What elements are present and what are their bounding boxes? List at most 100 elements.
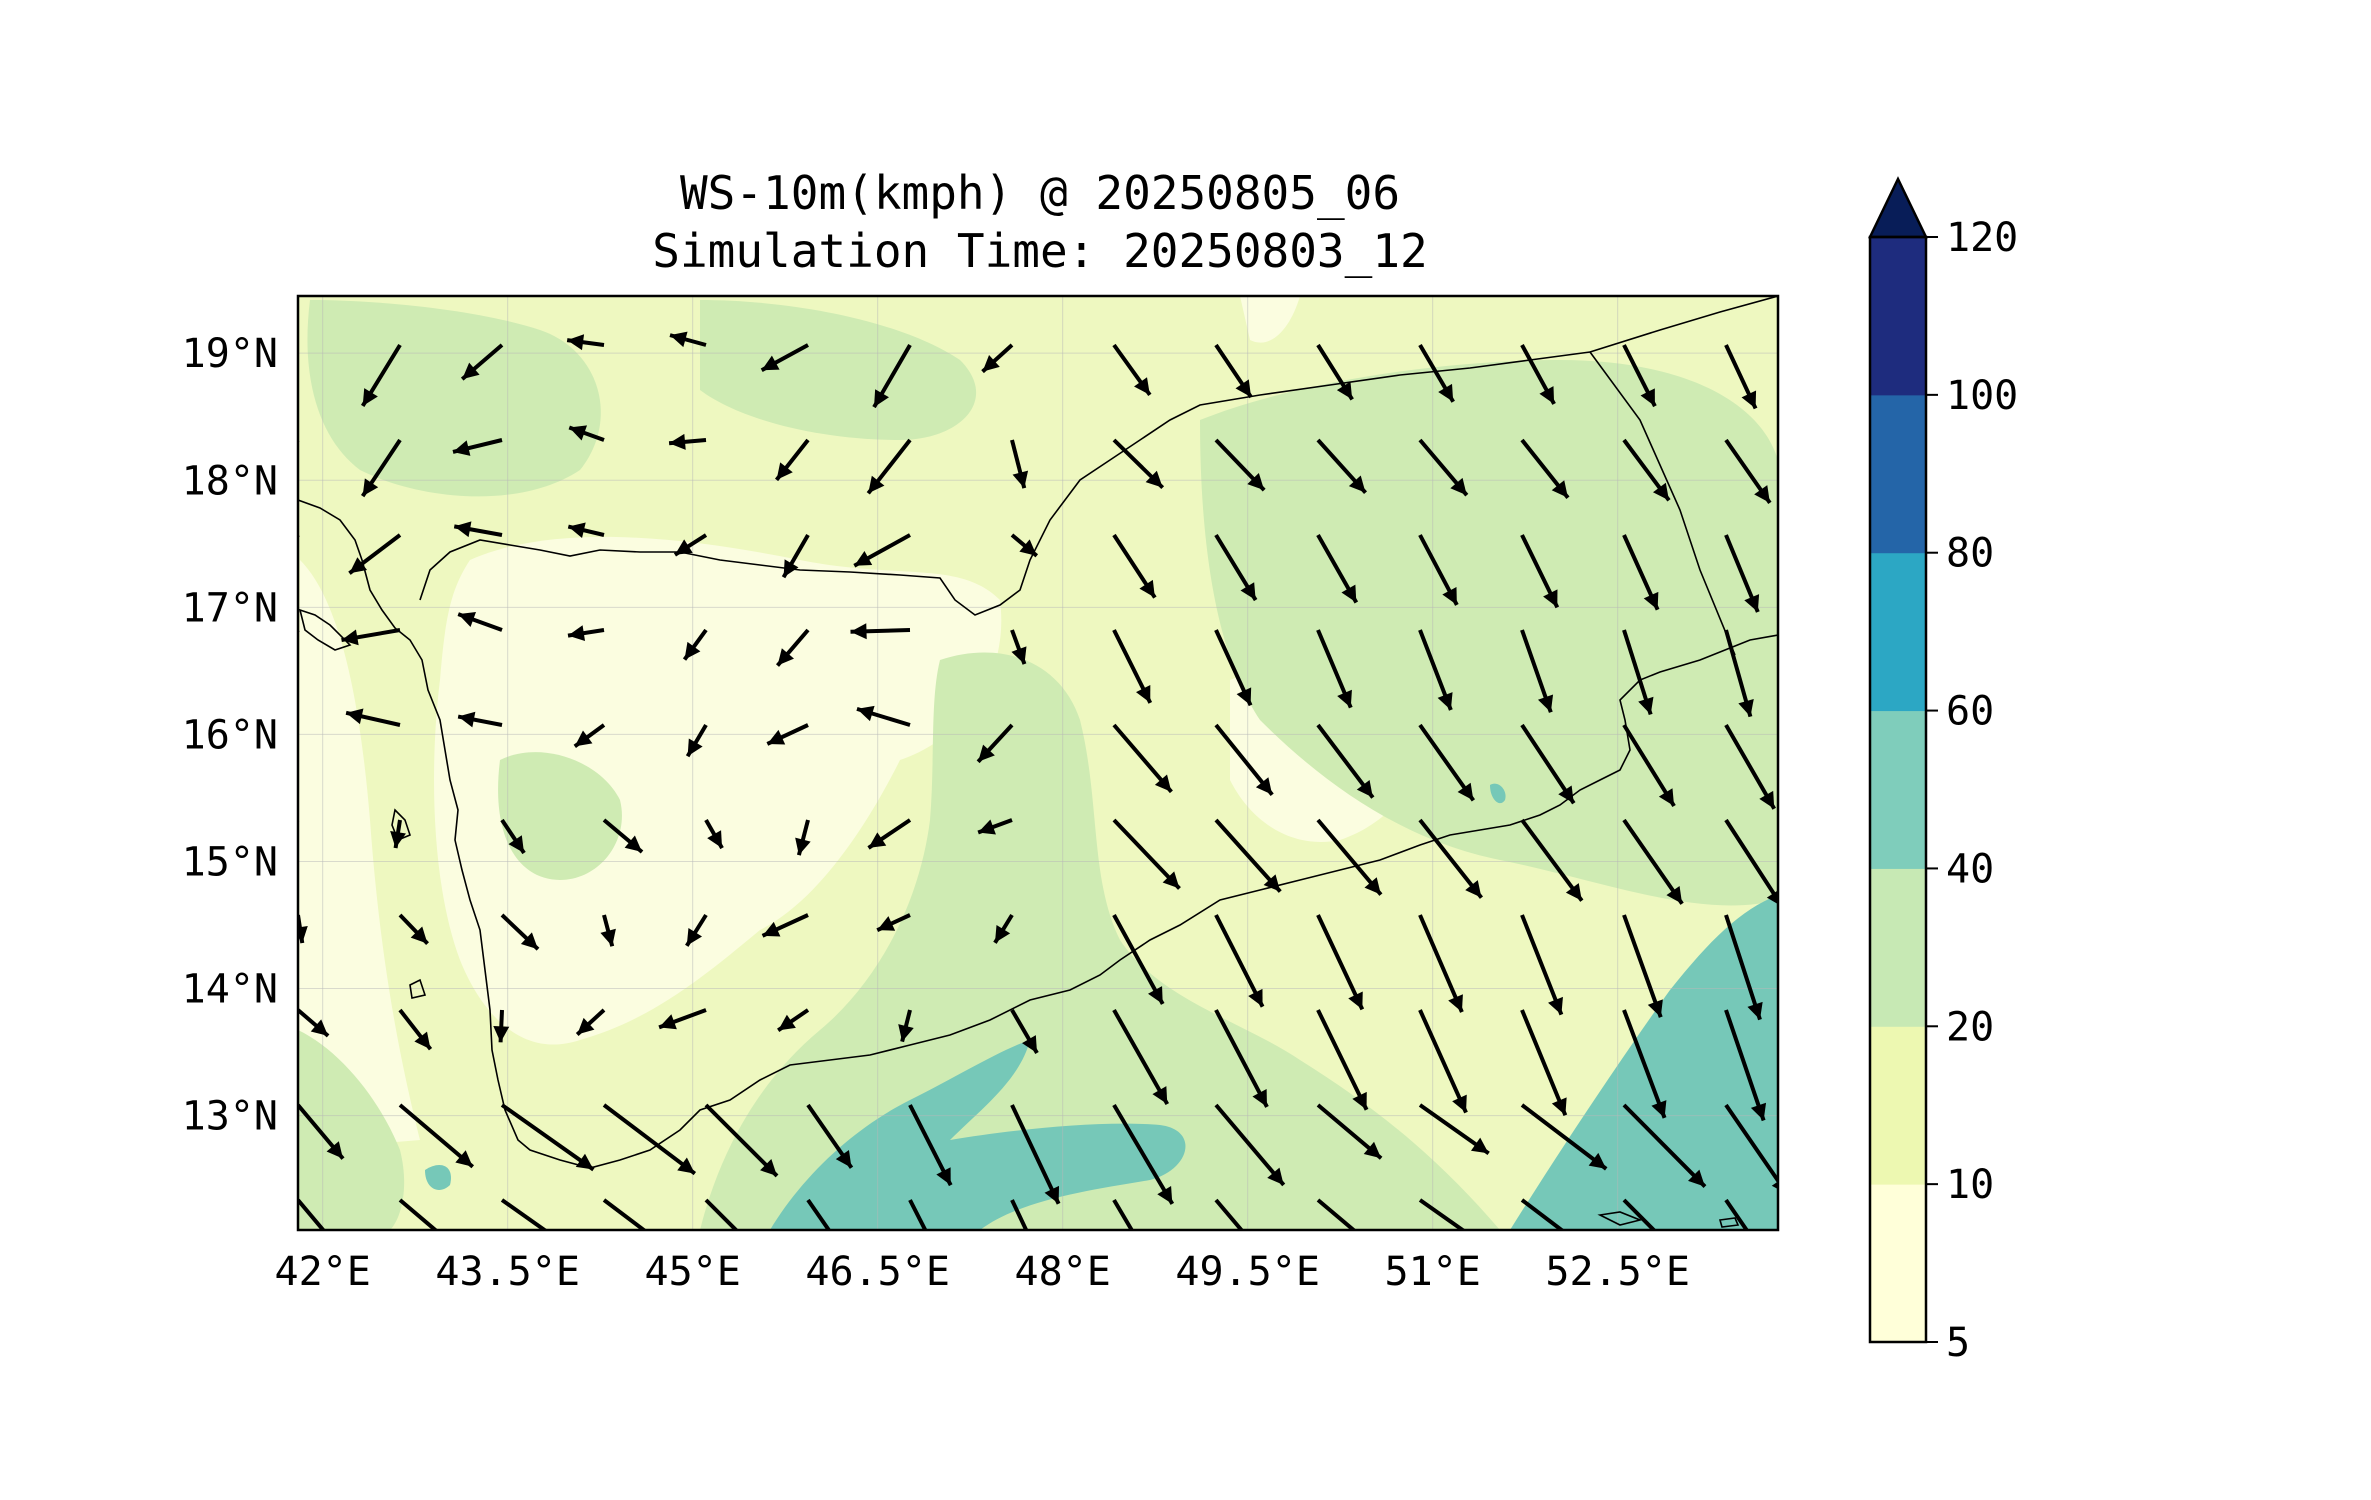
colorbar-segment xyxy=(1870,1026,1926,1185)
colorbar-extend-arrow xyxy=(1868,176,1928,239)
wind-vector-head xyxy=(1652,482,1669,501)
wind-vector-head xyxy=(1235,379,1252,398)
wind-vector-shaft xyxy=(1520,1009,1568,1116)
wind-vector-head xyxy=(761,355,780,371)
wind-vector-head xyxy=(624,835,643,852)
wind-vector-head xyxy=(1744,594,1760,613)
wind-vector-shaft xyxy=(1520,1198,1565,1230)
wind-vector-shaft xyxy=(1214,1198,1245,1230)
wind-vector-shaft xyxy=(1010,1104,1061,1205)
wind-vector-shaft xyxy=(1418,818,1484,899)
wind-vector-head xyxy=(877,916,896,931)
wind-vector-shaft xyxy=(1316,914,1365,1011)
wind-vector-head xyxy=(1638,696,1654,715)
wind-vector-head xyxy=(1139,579,1155,598)
wind-vector-head xyxy=(260,665,276,683)
wind-vector-head xyxy=(462,362,480,380)
colorbar-tick-label: 120 xyxy=(1946,215,2018,261)
wind-vector-head xyxy=(346,708,364,725)
lon-tick-label: 49.5°E xyxy=(1175,1249,1320,1295)
wind-vector-head xyxy=(1754,485,1770,503)
wind-vector-shaft xyxy=(298,630,300,634)
wind-vector-head xyxy=(1011,646,1027,665)
colorbar-tick-label: 10 xyxy=(1946,1162,1994,1208)
wind-vector-head xyxy=(760,1254,777,1271)
wind-vector-head xyxy=(1738,699,1754,717)
wind-vector-head xyxy=(850,623,867,640)
wind-vector-head xyxy=(1336,381,1353,400)
wind-vector-head xyxy=(1437,692,1453,710)
wind-vector-head xyxy=(767,729,786,745)
longitude-axis: 42°E 43.5°E 45°E 46.5°E 48°E 49.5°E 51°E 52.5°E xyxy=(275,1249,1690,1295)
wind-vector-head xyxy=(1352,1091,1367,1110)
wind-vector-head xyxy=(1688,1265,1705,1282)
lon-tick-label: 45°E xyxy=(645,1249,741,1295)
field-high-region xyxy=(1490,783,1506,804)
wind-vector-shaft xyxy=(908,1199,928,1230)
wind-vector-head xyxy=(707,830,723,849)
wind-vector-head xyxy=(1157,1186,1173,1204)
wind-vector-head xyxy=(1688,1169,1705,1187)
wind-vector-head xyxy=(659,1014,677,1030)
wind-vector-head xyxy=(1162,871,1180,889)
wind-vector-head xyxy=(1255,777,1273,795)
wind-vector-head xyxy=(1766,890,1778,905)
wind-vector-head xyxy=(1651,1100,1667,1118)
wind-vector-head xyxy=(568,522,586,539)
field-light-region xyxy=(298,560,420,1150)
coastline-island xyxy=(298,608,352,651)
wind-vector-head xyxy=(410,926,428,944)
wind-vector-head xyxy=(1666,886,1683,904)
wind-vector-head xyxy=(1252,1089,1267,1107)
wind-vector-head xyxy=(452,440,471,456)
coastline-island xyxy=(1718,1217,1740,1228)
wind-vector-shaft xyxy=(1622,1009,1667,1119)
wind-vector-shaft xyxy=(704,1103,779,1178)
wind-vector-head xyxy=(1012,470,1029,489)
colorbar-segment xyxy=(1870,868,1926,1027)
map-title: WS-10m(kmph) @ 20250805_06 xyxy=(679,166,1401,220)
wind-vector-head xyxy=(783,559,799,578)
colorbar-segment xyxy=(1870,552,1926,712)
wind-vector-head xyxy=(298,926,308,944)
wind-vector-head xyxy=(1135,685,1151,703)
wind-vector-head xyxy=(454,521,472,538)
lon-tick-label: 43.5°E xyxy=(435,1249,580,1295)
wind-vector-head xyxy=(1759,790,1775,809)
wind-vector-head xyxy=(508,835,525,854)
wind-vector-head xyxy=(982,354,1000,372)
wind-vector-head xyxy=(455,1150,473,1167)
colorbar-segment xyxy=(1870,394,1926,554)
wind-vector-shaft xyxy=(500,1198,548,1230)
wind-vector-head xyxy=(567,334,585,351)
wind-vector-head xyxy=(684,641,701,660)
wind-vector-shaft xyxy=(1724,724,1776,810)
field-mid-region xyxy=(498,752,622,880)
wind-vector-head xyxy=(1771,1181,1778,1190)
wind-vector-shaft xyxy=(1418,1009,1468,1114)
wind-vector-head xyxy=(567,625,586,642)
wind-vector-head xyxy=(795,837,811,856)
wind-vector-head xyxy=(1364,1237,1381,1253)
wind-vector-head xyxy=(414,1031,431,1050)
wind-vector-head xyxy=(1134,377,1150,395)
wind-vector-shaft xyxy=(1622,818,1684,905)
lat-tick-label: 17°N xyxy=(182,585,278,631)
wind-vector-head xyxy=(362,478,379,497)
country-border xyxy=(1589,296,1778,353)
wind-vector-head xyxy=(978,744,995,762)
wind-vector-head xyxy=(1148,986,1163,1004)
wind-vector-head xyxy=(1236,687,1252,706)
wind-vector-head xyxy=(362,388,378,406)
wind-vector-head xyxy=(1658,788,1675,807)
wind-vector-head xyxy=(1348,475,1366,493)
wind-vector-head xyxy=(1465,880,1482,898)
wind-vector-shaft xyxy=(1724,818,1778,904)
wind-vector-shaft xyxy=(1622,914,1663,1018)
wind-vector-shaft xyxy=(1010,1199,1029,1230)
wind-vector-head xyxy=(458,711,476,728)
colorbar-tick-label: 20 xyxy=(1946,1004,1994,1050)
wind-vector-head xyxy=(1442,587,1457,605)
wind-vector-head xyxy=(1145,470,1163,488)
wind-vector-head xyxy=(1558,785,1574,804)
